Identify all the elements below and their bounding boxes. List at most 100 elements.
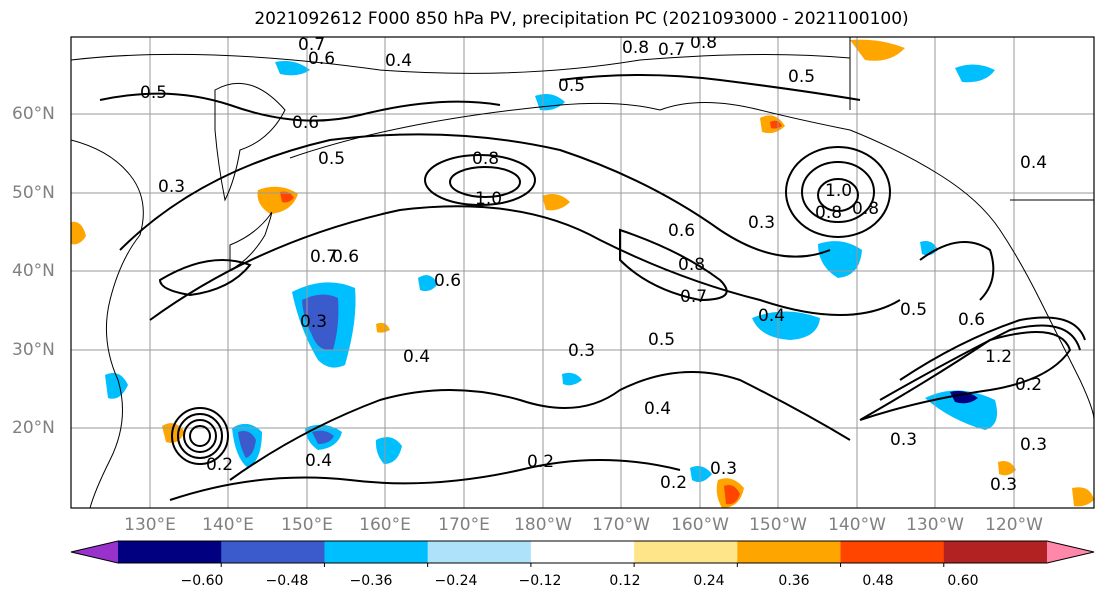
contour-label: 0.4: [305, 451, 332, 471]
contour-labels: 0.7 0.6 0.5 0.4 0.8 0.7 0.8 0.5 0.5 0.6 …: [140, 33, 1047, 495]
contour-label: 0.7: [310, 247, 337, 267]
contour-label: 0.6: [668, 221, 695, 241]
colorbar-tick-label: 0.12: [609, 573, 641, 589]
negative-anomaly-small-3: [690, 466, 712, 482]
contour-label: 0.5: [900, 300, 927, 320]
colorbar-segment: [427, 541, 532, 563]
negative-anomaly-subtropical-east: [925, 390, 998, 430]
asia-coastline: [71, 139, 144, 508]
lon-label: 120°W: [985, 515, 1043, 535]
negative-anomaly-tropics-3: [375, 437, 402, 464]
contour-label: 0.5: [140, 83, 167, 103]
map-title: 2021092612 F000 850 hPa PV, precipitatio…: [254, 9, 909, 29]
colorbar-segment: [118, 541, 222, 563]
lat-label: 20°N: [12, 418, 55, 438]
contour-label: 0.5: [788, 67, 815, 87]
contour-label: 0.6: [958, 310, 985, 330]
aleutian-arc: [289, 102, 661, 159]
lon-label: 160°E: [359, 515, 411, 535]
positive-anomaly-coast-2: [1072, 487, 1094, 507]
colorbar-extend-low: [71, 541, 118, 563]
contour-trough-west: [619, 228, 728, 302]
lat-label: 60°N: [12, 104, 55, 124]
contour-label: 0.4: [644, 399, 671, 419]
positive-anomaly-alaska-core: [770, 120, 782, 129]
contour-north-pacific-ridge-inner: [449, 166, 521, 198]
lon-label: 170°W: [592, 515, 650, 535]
contour-central-trough: [149, 205, 901, 321]
strong-negative-anomaly-tropics-1: [238, 431, 256, 458]
lat-label: 50°N: [12, 183, 55, 203]
negative-anomaly-west-coast: [105, 372, 128, 399]
lon-label: 140°E: [202, 515, 254, 535]
contour-label: 0.7: [298, 35, 325, 55]
arctic-coastline: [71, 53, 851, 74]
colorbar-segment: [530, 541, 635, 563]
colorbar-tick-label: −0.24: [434, 573, 478, 589]
contour-subtropical: [229, 371, 851, 481]
lon-label: 150°W: [749, 515, 807, 535]
contour-tropical-south: [169, 459, 681, 501]
lon-label: 140°W: [828, 515, 886, 535]
lat-label: 40°N: [12, 261, 55, 281]
colorbar-segment: [840, 541, 945, 563]
contour-label: 0.3: [748, 213, 775, 233]
negative-anomaly-arctic-1: [275, 61, 310, 76]
contour-label: 1.0: [475, 189, 502, 209]
colorbar-tick-label: 0.36: [778, 573, 810, 589]
contour-label: 0.5: [318, 149, 345, 169]
alaska-coastline: [659, 102, 1094, 421]
strong-negative-anomaly-subtropical-east: [950, 390, 978, 404]
contour-label: 0.8: [815, 203, 842, 223]
contour-label: 1.2: [985, 347, 1012, 367]
contour-east-gulf: [919, 241, 995, 301]
negative-anomaly-east-pacific: [752, 311, 820, 340]
contour-label: 0.4: [403, 347, 430, 367]
contour-label: 0.8: [690, 33, 717, 53]
contour-label: 0.6: [434, 271, 461, 291]
colorbar-tick-label: 0.48: [862, 573, 894, 589]
colorbar-segments: [71, 541, 1094, 563]
contour-label: 0.2: [206, 455, 233, 475]
contour-alaska-low-inner: [817, 178, 859, 212]
contour-alaska-low-mid: [801, 161, 875, 223]
contour-west-pacific-east: [158, 259, 252, 297]
colorbar-tick-label: 0.24: [693, 573, 725, 589]
contour-label: 0.8: [678, 255, 705, 275]
contour-tropical-cyclone-inner: [189, 425, 211, 447]
contour-label: 0.4: [758, 306, 785, 326]
contour-arctic-2: [559, 74, 861, 101]
contour-north-pacific-ridge: [424, 154, 536, 206]
contour-east-pacific-jet-1: [859, 331, 1072, 421]
strong-negative-anomaly-tropics-2: [312, 430, 334, 444]
colorbar-tick-label: −0.36: [349, 573, 393, 589]
contour-label: 0.6: [292, 113, 319, 133]
contour-label: 0.3: [1020, 435, 1047, 455]
kamchatka-coastline: [214, 82, 286, 202]
contour-label: 0.3: [990, 475, 1017, 495]
contour-label: 0.8: [472, 149, 499, 169]
colorbar-tick-marks: [220, 563, 945, 567]
contour-label: 0.5: [558, 76, 585, 96]
contour-label: 0.3: [710, 459, 737, 479]
positive-anomaly-coast-1: [71, 221, 86, 245]
negative-anomaly-arctic-2: [955, 64, 995, 83]
positive-anomaly-small-2: [376, 322, 390, 333]
contour-tropical-cyclone-outer: [171, 407, 229, 465]
negative-anomaly-small-1: [418, 275, 438, 292]
japan-coastline: [229, 212, 273, 271]
lon-label: 130°W: [906, 515, 964, 535]
positive-anomaly-small-1: [998, 461, 1016, 476]
colorbar-extend-high: [1047, 541, 1094, 563]
colorbar: [70, 540, 1095, 567]
contour-tropical-cyclone-mid-1: [177, 413, 223, 459]
colorbar-segment: [737, 541, 842, 563]
lon-label: 160°W: [671, 515, 729, 535]
coastlines: [71, 37, 1094, 508]
contour-label: 0.5: [648, 330, 675, 350]
colorbar-segment: [324, 541, 429, 563]
lon-label: 180°W: [514, 515, 572, 535]
contour-tropical-cyclone-mid-2: [183, 419, 217, 453]
contour-label: 1.0: [825, 181, 852, 201]
